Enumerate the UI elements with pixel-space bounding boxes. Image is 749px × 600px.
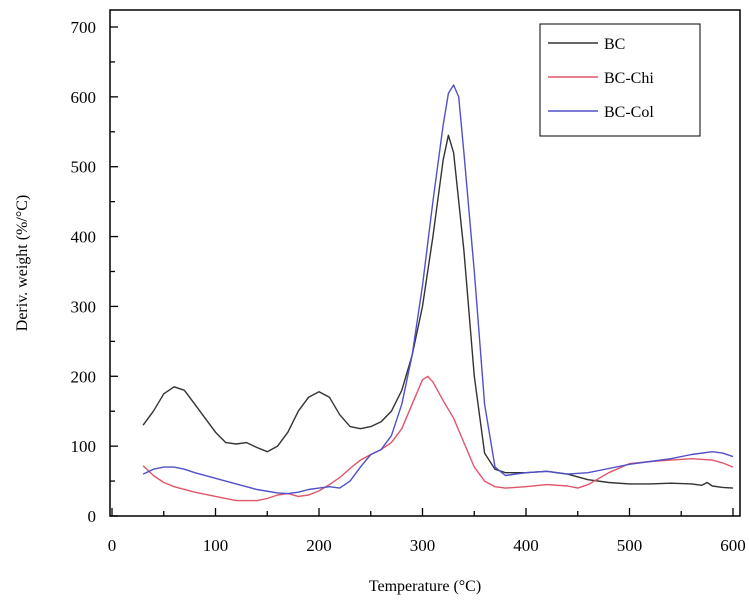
y-tick-label: 400 xyxy=(71,228,97,247)
series-line-bc-chi xyxy=(142,375,734,502)
x-tick-label: 500 xyxy=(617,536,643,555)
x-tick-label: 200 xyxy=(306,536,332,555)
x-tick-label: 400 xyxy=(513,536,539,555)
legend: BC BC-Chi BC-Col xyxy=(539,23,701,137)
x-tick-label: 100 xyxy=(203,536,229,555)
y-tick-label: 700 xyxy=(71,18,97,37)
legend-label-bc: BC xyxy=(604,36,625,53)
axis-ticks: 0 100 200 300 400 500 600 0 100 200 300 400 500 600 70… xyxy=(71,18,746,555)
series-line-bc-col xyxy=(142,84,734,495)
x-axis-title: Temperature (°C) xyxy=(369,578,481,595)
y-tick-label: 600 xyxy=(71,88,97,107)
y-tick-label: 200 xyxy=(71,367,97,386)
legend-label-bc-col: BC-Col xyxy=(604,104,654,121)
legend-label-bc-chi: BC-Chi xyxy=(604,70,654,87)
y-tick-label: 500 xyxy=(71,158,97,177)
y-tick-label: 0 xyxy=(88,507,97,526)
plot-frame xyxy=(109,9,741,517)
x-tick-label: 600 xyxy=(720,536,746,555)
y-axis-title: Deriv. weight (%/°C) xyxy=(14,195,31,331)
y-tick-label: 100 xyxy=(71,437,97,456)
x-tick-label: 300 xyxy=(410,536,436,555)
series-line-bc xyxy=(142,134,734,489)
y-tick-label: 300 xyxy=(71,297,97,316)
series-lines xyxy=(142,84,734,502)
x-tick-label: 0 xyxy=(108,536,117,555)
